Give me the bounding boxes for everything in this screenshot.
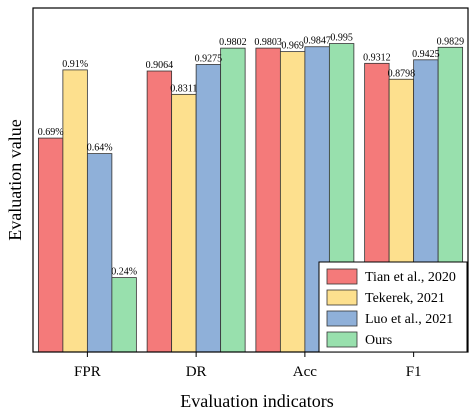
x-tick-label: DR [186,364,207,380]
bar-fpr-2 [86,153,113,353]
bar-acc-0 [255,47,281,353]
data-label-acc-3: 0.995 [330,33,353,44]
data-label-dr-2: 0.9275 [195,53,223,64]
x-tick-label: FPR [74,364,101,380]
data-label-fpr-2: 0.64% [87,143,113,154]
data-label-fpr-0: 0.69% [38,127,64,138]
data-label-f1-2: 0.9425 [412,49,440,60]
bar-dr-0 [146,70,173,353]
legend-label: Tian et al., 2020 [365,270,456,285]
data-label-acc-0: 0.9803 [254,37,282,48]
data-label-dr-1: 0.8311 [170,83,197,94]
legend: Tian et al., 2020 Tekerek, 2021 Luo et al.… [318,261,468,353]
bar-fpr-3 [111,277,137,353]
data-label-f1-0: 0.9312 [363,52,391,63]
data-label-fpr-1: 0.91% [62,59,88,70]
legend-label: Tekerek, 2021 [365,291,445,306]
x-axis-title: Evaluation indicators [180,391,333,411]
data-labels-layer: 0.69% 0.91% 0.64% 0.24% 0.9064 0.8311 0.9275 0.… [38,33,464,278]
plot-frame [32,7,469,353]
legend-label: Ours [365,333,392,348]
legend-label: Luo et al., 2021 [365,312,453,327]
data-label-acc-1: 0.969 [281,41,304,52]
bar-fpr-0 [37,137,64,353]
bar-acc-1 [279,51,306,353]
data-label-acc-2: 0.9847 [303,36,331,47]
y-axis-title: Evaluation value [5,119,25,240]
data-label-f1-1: 0.8798 [388,68,416,79]
data-label-dr-0: 0.9064 [146,60,174,71]
legend-swatch [326,310,358,327]
data-label-fpr-3: 0.24% [111,267,137,278]
x-tick-layer: FPR DR Acc F1 [74,352,422,380]
x-tick-label: F1 [406,364,422,380]
bar-fpr-1 [62,69,88,353]
x-tick-label: Acc [293,364,317,380]
data-label-dr-3: 0.9802 [219,37,247,48]
legend-swatch [326,331,358,348]
bar-dr-2 [195,64,222,353]
bar-dr-3 [220,47,246,353]
bar-dr-1 [171,93,197,353]
legend-swatch [326,268,358,285]
legend-swatch [326,289,358,306]
data-label-f1-3: 0.9829 [437,36,465,47]
